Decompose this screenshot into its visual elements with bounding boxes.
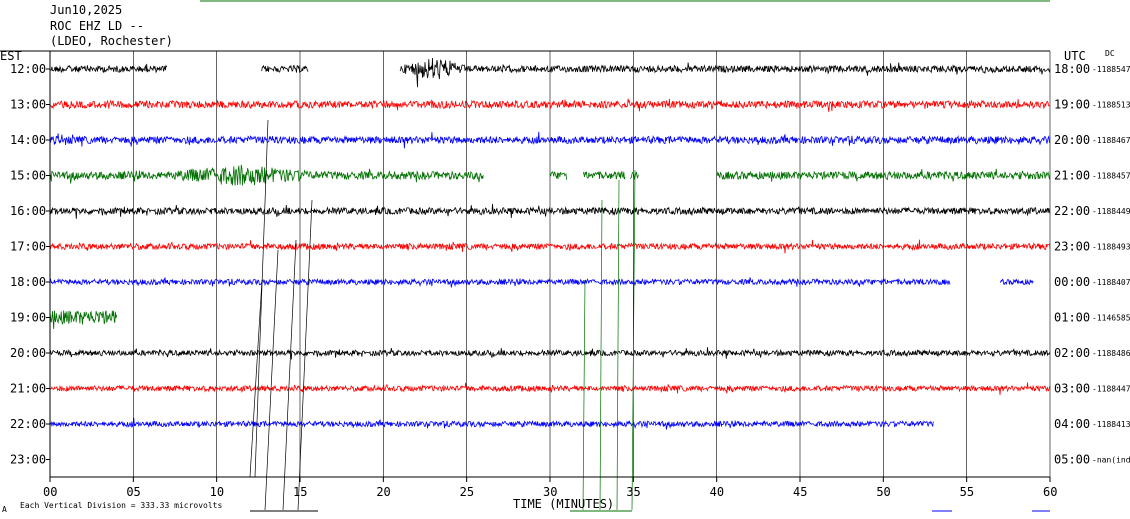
seismic-trace [49, 310, 118, 330]
x-tick-label: 25 [460, 485, 474, 499]
dc-offset-label: -1188407 [1092, 278, 1130, 287]
utc-hour-label: 05:00 [1054, 453, 1090, 467]
dc-offset-label: -1188413 [1092, 420, 1130, 429]
utc-hour-label: 18:00 [1054, 62, 1090, 76]
seismic-trace [582, 170, 626, 180]
x-tick-label: 00 [43, 485, 57, 499]
utc-hour-label: 21:00 [1054, 169, 1090, 183]
est-hour-label: 18:00 [10, 275, 46, 289]
dc-offset-label: -1146585 [1092, 314, 1130, 323]
dc-offset-label: -nan(ind [1092, 456, 1130, 465]
trace-artifact-line [249, 279, 263, 478]
trace-artifact-line [616, 179, 620, 511]
trace-artifact-line [282, 239, 297, 511]
seismic-trace [629, 171, 639, 180]
trace-artifact-line [631, 169, 636, 511]
utc-hour-label: 02:00 [1054, 346, 1090, 360]
utc-hour-label: 01:00 [1054, 311, 1090, 325]
x-tick-label: 05 [126, 485, 140, 499]
seismic-trace [49, 382, 1051, 395]
dc-label: DC [1105, 49, 1115, 58]
chart-network: (LDEO, Rochester) [50, 34, 173, 48]
scale-footer: Each Vertical Division = 333.33 microvol… [20, 501, 222, 510]
utc-hour-label: 00:00 [1054, 275, 1090, 289]
dc-offset-label: -1188467 [1092, 136, 1130, 145]
dc-offset-label: -1188513 [1092, 101, 1130, 110]
est-hour-label: 17:00 [10, 240, 46, 254]
est-hour-label: 15:00 [10, 169, 46, 183]
seismic-trace [716, 168, 1051, 182]
dc-offset-label: -1188547 [1092, 65, 1130, 74]
dc-offset-label: -1188449 [1092, 207, 1130, 216]
x-tick-label: 60 [1043, 485, 1057, 499]
utc-hour-label: 19:00 [1054, 98, 1090, 112]
est-hour-label: 23:00 [10, 453, 46, 467]
x-tick-label: 45 [793, 485, 807, 499]
trace-artifact-line [297, 199, 313, 511]
est-hour-label: 14:00 [10, 133, 46, 147]
chart-station: ROC EHZ LD -- [50, 19, 144, 33]
seismic-trace [999, 278, 1034, 286]
x-tick-label: 50 [876, 485, 890, 499]
utc-hour-label: 23:00 [1054, 240, 1090, 254]
x-axis-title: TIME (MINUTES) [513, 497, 614, 511]
est-hour-label: 21:00 [10, 382, 46, 396]
est-hour-label: 22:00 [10, 417, 46, 431]
seismic-trace [49, 239, 1051, 254]
seismic-trace [49, 417, 934, 430]
seismic-trace [49, 164, 484, 186]
seismic-trace [261, 64, 309, 73]
seismic-trace [549, 171, 568, 180]
left-timezone-label: EST [0, 49, 22, 63]
seismic-trace [49, 63, 168, 74]
dc-offset-label: -1188486 [1092, 349, 1130, 358]
dc-offset-label: -1188447 [1092, 385, 1130, 394]
seismic-trace [49, 277, 951, 288]
utc-hour-label: 22:00 [1054, 204, 1090, 218]
seismic-trace [49, 98, 1051, 113]
trace-artifact-line [599, 199, 603, 511]
x-tick-label: 10 [210, 485, 224, 499]
scale-footer-marker: A [2, 505, 7, 514]
utc-hour-label: 03:00 [1054, 382, 1090, 396]
x-tick-label: 55 [960, 485, 974, 499]
trace-artifact-line [254, 119, 269, 478]
utc-hour-label: 04:00 [1054, 417, 1090, 431]
chart-date: Jun10,2025 [50, 3, 123, 17]
x-tick-label: 30 [543, 485, 557, 499]
right-timezone-label: UTC [1064, 49, 1086, 63]
seismic-trace [399, 57, 1051, 88]
est-hour-label: 13:00 [10, 98, 46, 112]
est-hour-label: 12:00 [10, 62, 46, 76]
dc-offset-label: -1188493 [1092, 243, 1130, 252]
trace-artifact-line [264, 249, 279, 511]
x-tick-label: 35 [626, 485, 640, 499]
seismic-trace [49, 203, 1051, 219]
est-hour-label: 16:00 [10, 204, 46, 218]
est-hour-label: 20:00 [10, 346, 46, 360]
x-tick-label: 20 [376, 485, 390, 499]
seismic-trace [49, 347, 1051, 360]
est-hour-label: 19:00 [10, 311, 46, 325]
utc-hour-label: 20:00 [1054, 133, 1090, 147]
x-tick-label: 15 [293, 485, 307, 499]
trace-artifact-line [582, 279, 586, 511]
dc-offset-label: -1188457 [1092, 172, 1130, 181]
seismic-trace [49, 131, 1051, 149]
x-tick-label: 40 [710, 485, 724, 499]
